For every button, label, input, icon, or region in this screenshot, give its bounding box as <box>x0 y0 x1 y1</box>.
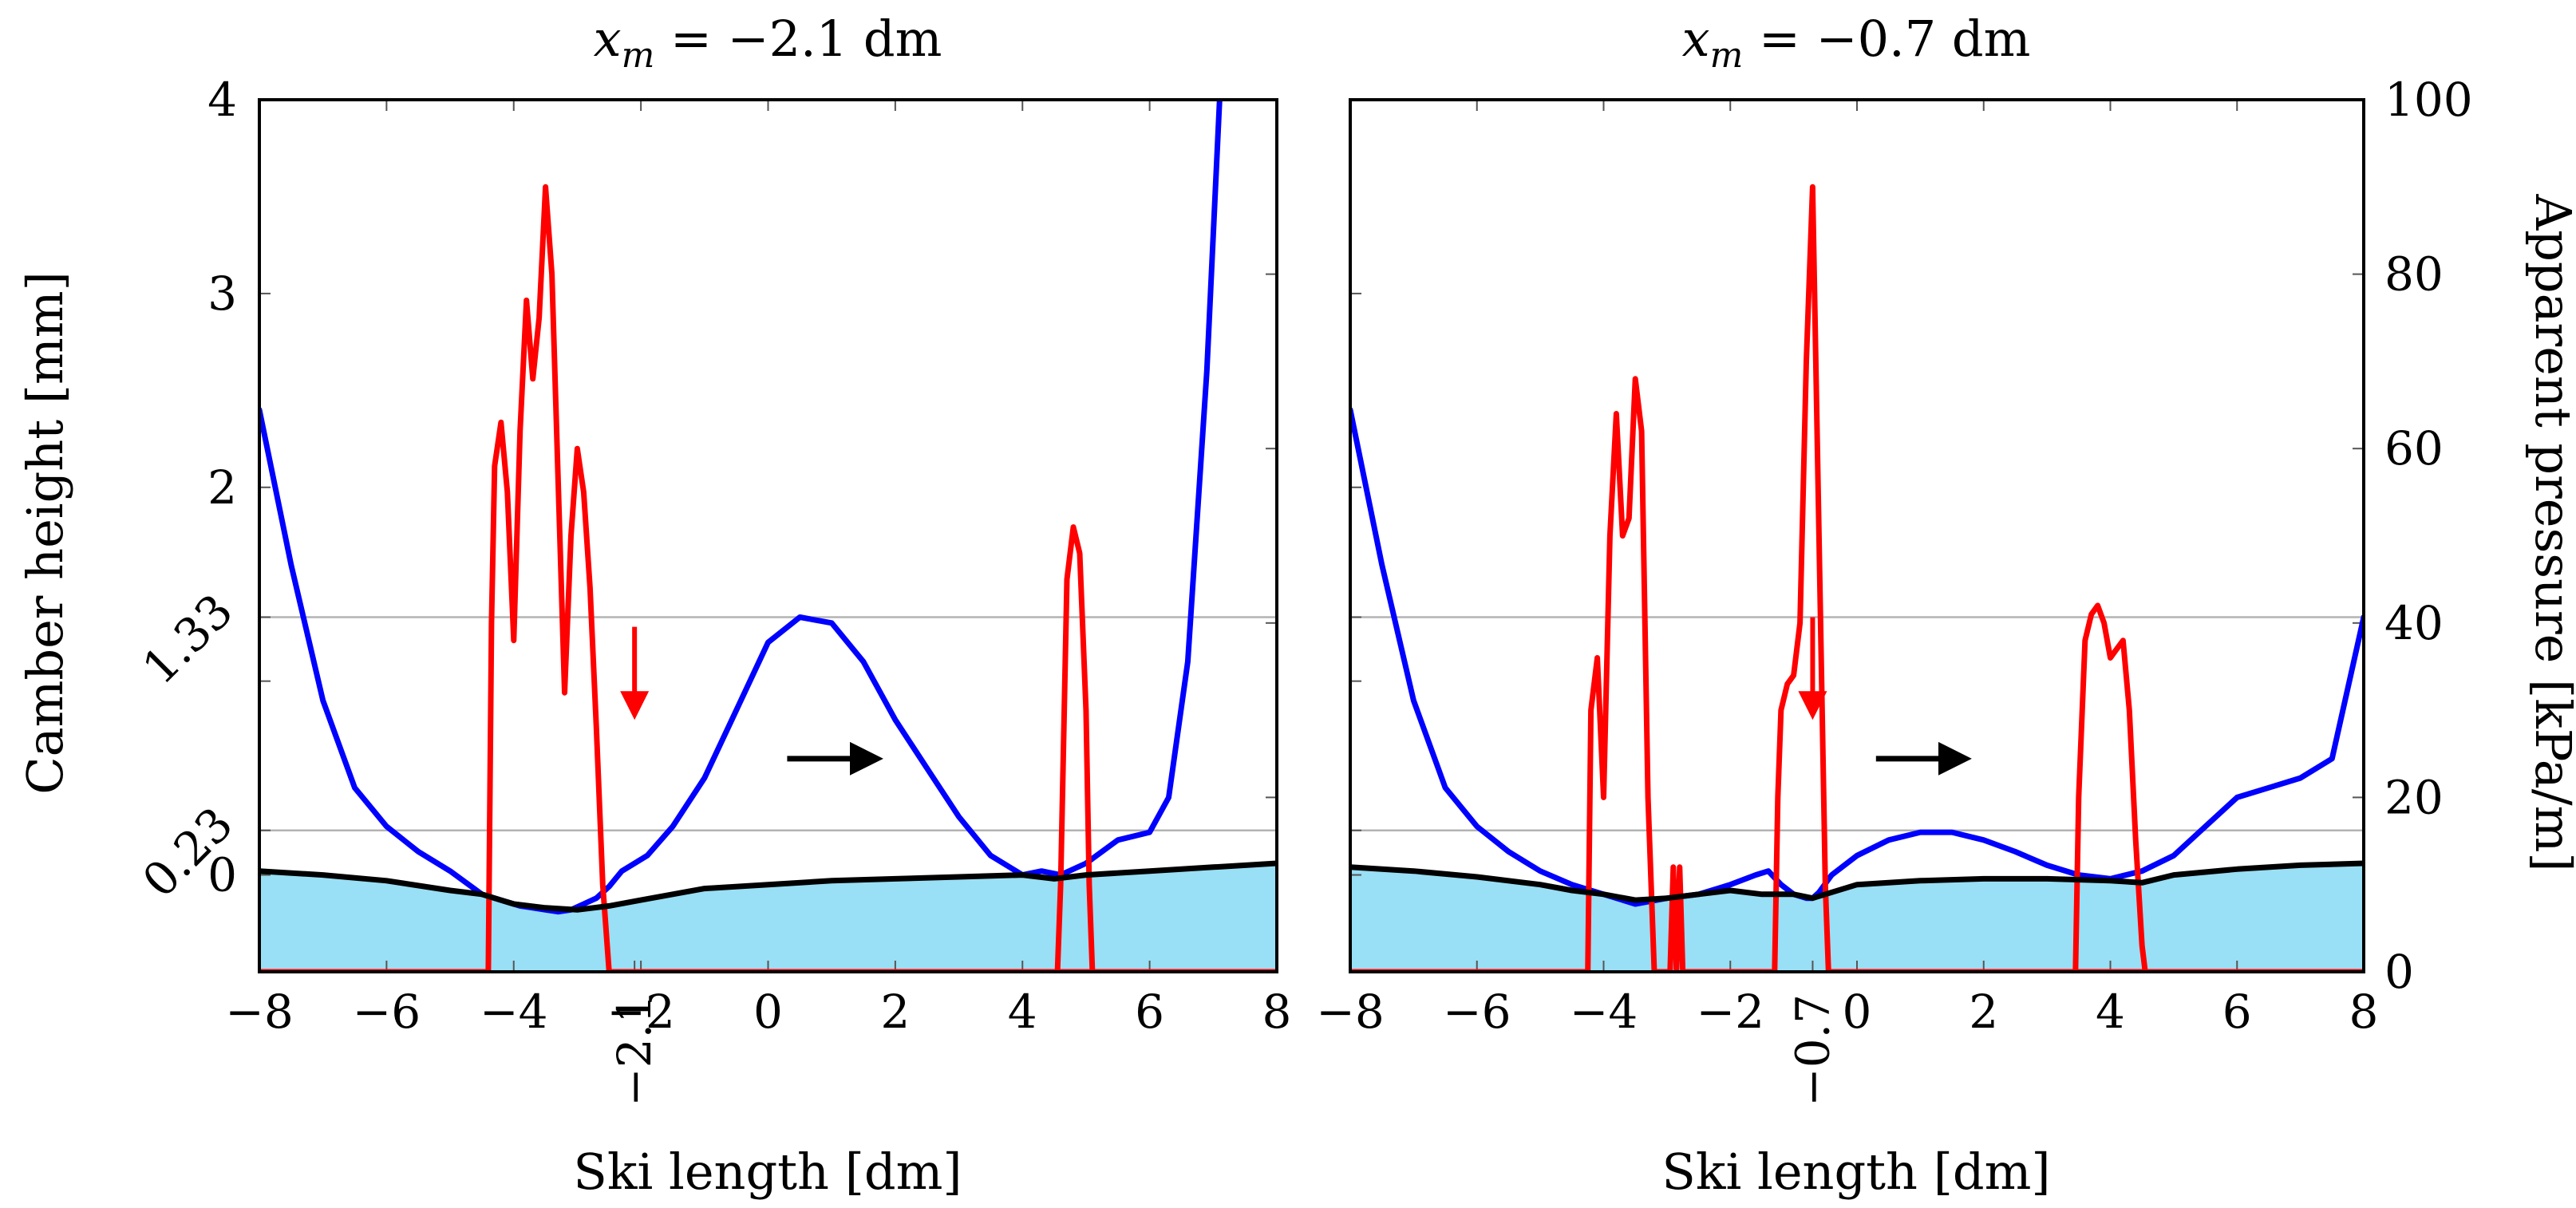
y2-tick-label: 0 <box>2384 945 2414 999</box>
plot-frame <box>258 98 1278 973</box>
marker-tick-label: −0.7 <box>1785 994 1839 1107</box>
y2-tick-label: 40 <box>2384 596 2444 650</box>
panel-title-sub: m <box>622 35 655 76</box>
y2-tick-label: 100 <box>2384 73 2473 127</box>
series-pressure <box>259 184 1277 972</box>
y2-tick-label: 20 <box>2384 770 2444 824</box>
y-tick-label: 2 <box>207 460 237 515</box>
series-base <box>259 860 1277 913</box>
series-base <box>1350 860 2364 903</box>
series-pressure <box>1350 184 2364 972</box>
x-tick-label: 6 <box>2222 985 2252 1039</box>
x-axis-label: Ski length [dm] <box>573 1143 962 1201</box>
panel-title: xm = −0.7 dm <box>1682 10 2031 76</box>
x-tick-label: −2 <box>1697 985 1765 1039</box>
y-tick-label: 3 <box>207 266 237 321</box>
x-tick-label: 4 <box>1008 985 1037 1039</box>
x-tick-label: 2 <box>880 985 910 1039</box>
x-tick-label: 8 <box>1262 985 1292 1039</box>
y-axis-label-left: Camber height [mm] <box>16 271 74 795</box>
panel-title-rest: = −2.1 dm <box>654 10 942 68</box>
base-fill-area <box>1350 863 2364 972</box>
plot-frame <box>1349 98 2365 973</box>
x-tick-label: 6 <box>1135 985 1164 1039</box>
base-fill-area <box>259 863 1277 972</box>
x-tick-label: 0 <box>1843 985 1872 1039</box>
series-camber <box>259 100 1223 915</box>
x-tick-label: −4 <box>480 985 548 1039</box>
x-tick-label: 2 <box>1969 985 1998 1039</box>
y-tick-label: 4 <box>207 73 237 127</box>
x-axis-label: Ski length [dm] <box>1661 1143 2050 1201</box>
panel-title-rest: = −0.7 dm <box>1743 10 2030 68</box>
x-tick-label: −6 <box>353 985 421 1039</box>
x-tick-label: −4 <box>1570 985 1638 1039</box>
panel-title-var: x <box>1682 10 1710 68</box>
x-tick-label: 8 <box>2349 985 2379 1039</box>
x-tick-label: 4 <box>2096 985 2125 1039</box>
panel-left: xm = −2.1 dm −8 −6 −4 −2 0 2 4 6 8−2.102340.231.… <box>16 10 1291 1201</box>
panel-title-sub: m <box>1710 35 1744 76</box>
y-tick-label: 0 <box>207 848 237 902</box>
panel-title: xm = −2.1 dm <box>594 10 942 76</box>
series-pressure-tail <box>1054 524 1096 972</box>
y2-tick-label: 80 <box>2384 247 2444 302</box>
x-tick-label: 0 <box>753 985 783 1039</box>
marker-tick-label: −2.1 <box>607 994 662 1107</box>
y2-tick-label: 60 <box>2384 421 2444 476</box>
panel-title-var: x <box>594 10 622 68</box>
x-tick-label: −8 <box>225 985 294 1039</box>
panel-right: xm = −0.7 dm −8 −6 −4 −2 0 2 4 6 8−0.70204060801… <box>1316 10 2576 1201</box>
x-tick-label: −8 <box>1316 985 1385 1039</box>
x-tick-label: −2 <box>606 985 675 1039</box>
x-tick-label: −6 <box>1443 985 1511 1039</box>
y-rotated-tick-label: 1.33 <box>132 583 243 694</box>
series-pressure-tail <box>2072 602 2148 972</box>
y-axis-label-right: Apparent pressure [kPa/m] <box>2524 193 2576 871</box>
